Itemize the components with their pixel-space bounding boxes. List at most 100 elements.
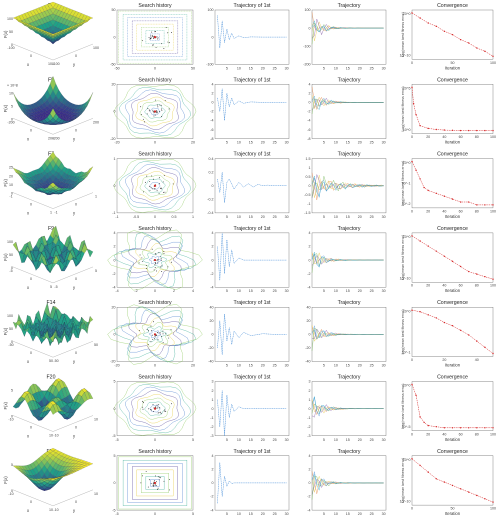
search-history-ytick: 0 [114,110,116,114]
search-point [152,339,154,340]
search-point [149,189,151,191]
surface-xlabel: x [27,285,30,290]
trajectory-first-ytick: 100 [208,8,214,12]
search-point [153,269,155,271]
search-point [150,482,152,484]
trajectory-first-xtick: 25 [273,438,277,442]
search-point [168,337,170,339]
search-point [159,183,160,185]
surface-xtick: 50 [49,359,53,363]
convergence-marker [492,204,494,206]
convergence-marker [411,86,413,89]
convergence-xtick: 50 [451,507,455,511]
convergence-xlabel: Iteration [445,214,461,219]
convergence-marker [468,427,470,429]
contour-line [136,23,174,51]
trajectory-title: Trajectory [338,226,361,232]
contour-line [150,33,160,41]
search-history-ytick: 5 [114,380,116,384]
surface-xtick: -200 [7,120,14,124]
search-point [169,489,170,491]
contour-line [122,459,188,506]
surface-zlabel: F(x) [3,253,8,261]
surface-patch [50,404,56,415]
trajectory-first-xtick: 5 [226,512,228,516]
surface-xlabel: x [27,434,30,439]
trajectory-xtick: 5 [323,289,325,293]
convergence-marker [468,491,470,493]
search-point [151,409,153,411]
search-history-ytick: 5 [114,454,116,458]
surface-floor [12,341,94,358]
trajectory-first-ytick: -4 [210,508,213,512]
trajectory-ytick: 3 [309,380,311,384]
search-point [155,485,157,487]
trajectory-xtick: 15 [346,512,350,516]
trajectory-title: Trajectory [338,3,361,9]
trajectory-first-line [217,88,287,121]
search-point [156,334,158,336]
surface-ztick: 50 [9,30,13,34]
search-point [160,188,162,190]
search-point [152,188,154,190]
surface-patch [12,92,19,105]
convergence-ytick: 10^0 [403,235,411,239]
trajectory-first-xtick: 30 [285,438,289,442]
trajectory-first-xtick: 20 [261,512,265,516]
surface-xtick: 0 [30,277,32,281]
search-point [160,412,162,414]
search-point [158,252,160,254]
convergence-ytick: 10^-2 [402,202,411,206]
search-point [168,42,170,44]
trajectory-first-title: Trajectory of 1st [234,300,272,306]
search-point [152,404,154,405]
search-point [150,35,152,37]
search-point [171,32,173,33]
trajectory-first-ytick: 0.4 [209,157,214,161]
trajectory-first-xtick: 30 [285,289,289,293]
trajectory-first-line [217,15,287,49]
trajectory-ytick: 0.5 [306,175,311,179]
search-point [141,114,142,115]
surface-patch [50,330,56,343]
trajectory-ytick: 0 [309,184,311,188]
convergence-marker [451,33,454,36]
convergence-marker [468,42,470,44]
trajectory-xtick: 10 [334,141,338,145]
trajectory-ytick: 4 [309,454,311,458]
convergence-marker [468,334,470,336]
search-point [155,406,157,408]
search-point [154,475,156,477]
contour-line [135,96,175,127]
trajectory-first-ytick: -8 [210,137,213,141]
surface-ztick: 0 [11,489,13,493]
convergence-xlabel: Iteration [445,363,461,368]
contour-line [149,107,161,116]
convergence-marker [435,25,437,28]
contour-line [144,401,166,416]
contour-line [120,309,190,360]
surface-ztick: 5 [11,463,13,467]
search-point [158,479,160,481]
contour-line [125,89,185,134]
surface-ztick: 50 [9,327,13,331]
search-history-xtick: 20 [191,141,195,145]
trajectory-xtick: 30 [382,512,386,516]
trajectory-first-ytick: -0.4 [207,211,213,215]
convergence-axes [411,84,494,134]
search-history-title: Search history [138,375,172,381]
search-point [156,112,158,114]
trajectory-first-xtick: 15 [249,141,253,145]
convergence-xtick: 20 [426,432,430,436]
trajectory-first-xtick: 10 [237,364,241,368]
search-point [161,109,163,111]
search-history-xtick: -2 [134,289,137,293]
search-history-xtick: 5 [192,438,194,442]
trajectory-first-ytick: -6 [210,128,213,132]
trajectory-axes [311,84,387,139]
trajectory-first-xtick: 10 [237,215,241,219]
convergence-title: Convergence [437,300,468,306]
search-history-ytick: 0 [114,258,116,262]
surface-floor [12,118,94,135]
